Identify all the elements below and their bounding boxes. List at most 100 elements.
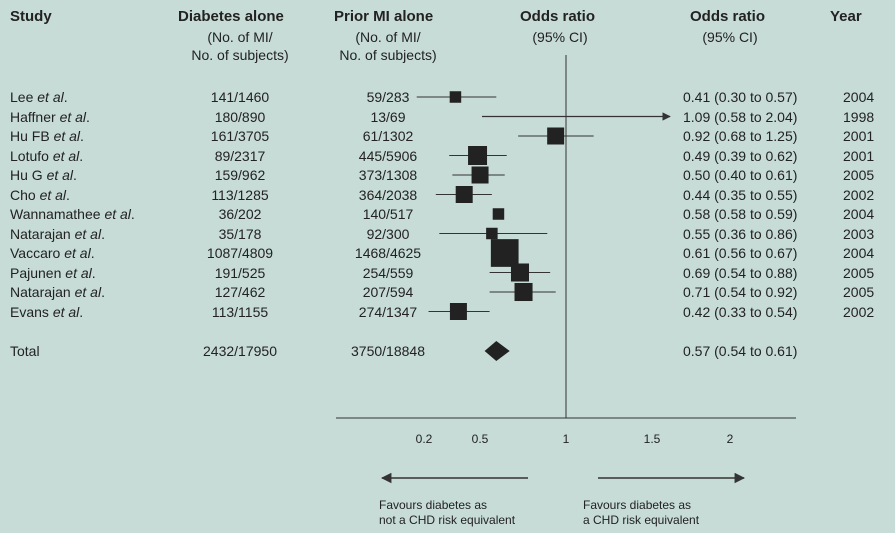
study-author: Lee	[10, 89, 34, 105]
study-name: Natarajan et al.	[10, 284, 105, 300]
study-name: Hu FB et al.	[10, 128, 84, 144]
favours-right-caption: Favours diabetes as a CHD risk equivalen…	[583, 498, 699, 528]
row-year: 2002	[843, 304, 875, 320]
row-or-text: 1.09 (0.58 to 2.04)	[683, 109, 798, 125]
study-dot: .	[79, 304, 84, 320]
study-author: Hu G	[10, 167, 43, 183]
study-dot: .	[63, 89, 68, 105]
row-year: 2004	[843, 245, 875, 261]
row-prior-mi: 92/300	[366, 226, 410, 242]
study-dot: .	[90, 245, 95, 261]
row-prior-mi: 274/1347	[358, 304, 418, 320]
axis-tick-label: 2	[726, 432, 734, 446]
study-author: Evans	[10, 304, 49, 320]
study-etal: et al	[37, 89, 64, 105]
header-prior-mi-sub: (No. of MI/ No. of subjects)	[298, 28, 478, 64]
study-name: Evans et al.	[10, 304, 83, 320]
row-diabetes: 113/1285	[211, 187, 269, 203]
study-dot: .	[101, 284, 105, 300]
row-or-text: 0.44 (0.35 to 0.55)	[683, 187, 798, 203]
study-dot: .	[86, 109, 90, 125]
total-prior-mi: 3750/18848	[351, 343, 425, 359]
header-or-plot-sub: (95% CI)	[532, 29, 588, 45]
row-year: 2001	[843, 128, 875, 144]
study-etal: et al	[104, 206, 131, 222]
header-study: Study	[10, 8, 52, 25]
favours-left-line1: Favours diabetes as	[379, 498, 488, 512]
study-dot: .	[80, 128, 84, 144]
row-or-text: 0.58 (0.58 to 0.59)	[683, 206, 798, 222]
favours-left-caption: Favours diabetes as not a CHD risk equiv…	[379, 498, 515, 528]
weight-square	[486, 227, 498, 240]
header-prior-mi-sub-line1: (No. of MI/	[355, 29, 421, 45]
header-or-plot: Odds ratio	[520, 8, 596, 25]
study-author: Natarajan	[10, 226, 71, 242]
study-dot: .	[101, 226, 105, 242]
study-name: Wannamathee et al.	[10, 206, 135, 222]
study-dot: .	[79, 148, 84, 164]
row-prior-mi: 59/283	[366, 89, 410, 105]
row-or-text: 0.55 (0.36 to 0.86)	[683, 226, 798, 242]
study-etal: et al	[39, 187, 67, 203]
row-diabetes: 159/962	[214, 167, 266, 183]
study-etal: et al	[52, 304, 80, 320]
row-or-text: 0.61 (0.56 to 0.67)	[683, 245, 798, 261]
weight-square	[514, 282, 533, 302]
row-diabetes: 127/462	[214, 284, 266, 300]
row-or-text: 0.71 (0.54 to 0.92)	[683, 284, 798, 300]
row-diabetes: 36/202	[218, 206, 262, 222]
row-or-text: 0.92 (0.68 to 1.25)	[683, 128, 798, 144]
row-year: 2004	[843, 206, 875, 222]
row-prior-mi: 445/5906	[358, 148, 418, 164]
header-prior-mi: Prior MI alone	[334, 8, 434, 25]
study-author: Cho	[10, 187, 36, 203]
axis-tick-label: 0.5	[471, 432, 489, 446]
study-etal: et al	[59, 109, 87, 125]
pooled-diamond	[484, 341, 510, 361]
study-name: Vaccaro et al.	[10, 245, 95, 261]
row-diabetes: 35/178	[218, 226, 262, 242]
row-year: 2002	[843, 187, 875, 203]
row-or-text: 0.49 (0.39 to 0.62)	[683, 148, 798, 164]
row-prior-mi: 254/559	[362, 265, 414, 281]
row-diabetes: 89/2317	[214, 148, 266, 164]
axis-tick-label: 1	[562, 432, 570, 446]
row-prior-mi: 13/69	[370, 109, 406, 125]
axis-tick-label: 0.2	[415, 432, 433, 446]
row-prior-mi: 207/594	[362, 284, 414, 300]
study-author: Vaccaro	[10, 245, 61, 261]
weight-square	[449, 91, 462, 103]
row-diabetes: 113/1155	[211, 304, 269, 320]
study-etal: et al	[52, 148, 80, 164]
study-name: Pajunen et al.	[10, 265, 96, 281]
study-etal: et al	[65, 265, 92, 281]
study-name: Natarajan et al.	[10, 226, 105, 242]
study-name: Cho et al.	[10, 187, 70, 203]
weight-square	[492, 208, 505, 220]
header-diabetes-sub-line2: No. of subjects)	[191, 47, 289, 63]
row-or-text: 0.41 (0.30 to 0.57)	[683, 89, 798, 105]
row-prior-mi: 1468/4625	[354, 245, 422, 261]
weight-square	[490, 239, 519, 267]
row-year: 2005	[843, 265, 875, 281]
favours-right-line2: a CHD risk equivalent	[583, 513, 700, 527]
study-author: Haffner	[10, 109, 56, 125]
header-or-text-sub: (95% CI)	[702, 29, 758, 45]
total-label: Total	[10, 343, 40, 359]
row-year: 2004	[843, 89, 875, 105]
study-name: Haffner et al.	[10, 109, 90, 125]
row-diabetes: 191/525	[214, 265, 266, 281]
weight-square	[468, 146, 488, 165]
study-dot: .	[73, 167, 77, 183]
study-author: Lotufo	[10, 148, 49, 164]
study-etal: et al	[46, 167, 74, 183]
weight-square	[455, 186, 473, 203]
study-dot: .	[91, 265, 96, 281]
header-diabetes-sub: (No. of MI/ No. of subjects)	[150, 28, 330, 64]
study-etal: et al	[53, 128, 81, 144]
favours-left-line2: not a CHD risk equivalent	[379, 513, 516, 527]
study-author: Natarajan	[10, 284, 71, 300]
study-etal: et al	[74, 226, 102, 242]
